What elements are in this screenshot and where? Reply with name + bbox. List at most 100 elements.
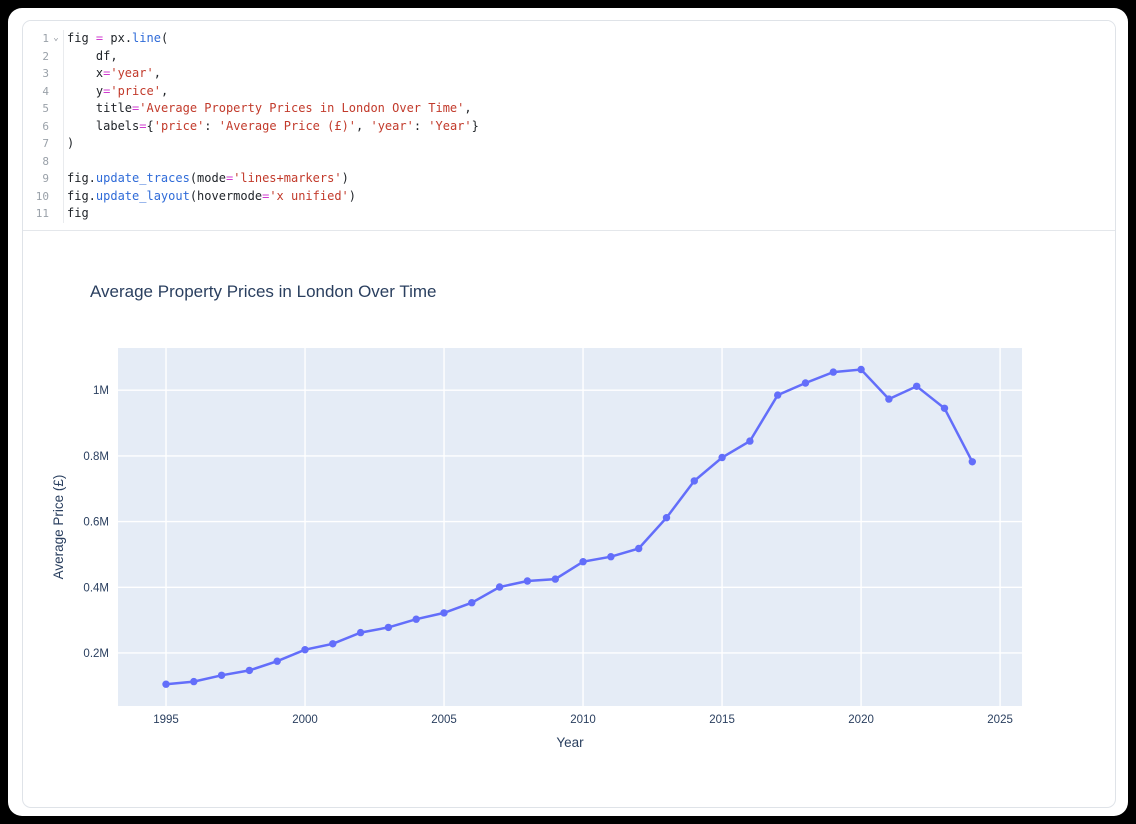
code-token: : bbox=[413, 118, 429, 133]
code-text: fig bbox=[64, 205, 89, 223]
y-tick-label: 1M bbox=[93, 385, 109, 397]
data-point-marker[interactable] bbox=[273, 657, 281, 665]
fold-chevron-icon[interactable]: ⌄ bbox=[53, 33, 59, 43]
data-point-marker[interactable] bbox=[440, 609, 448, 617]
data-point-marker[interactable] bbox=[217, 671, 226, 679]
data-point-marker[interactable] bbox=[412, 615, 420, 623]
code-text: df, bbox=[64, 48, 118, 66]
code-token: 'year' bbox=[110, 66, 154, 80]
x-axis-tick-labels: 1995 2000 2005 2010 2015 2020 2025 bbox=[153, 714, 1013, 726]
price-trace-line[interactable] bbox=[165, 368, 974, 686]
chart-title: Average Property Prices in London Over T… bbox=[90, 282, 436, 301]
code-token: ) bbox=[348, 188, 357, 203]
data-point-marker[interactable] bbox=[468, 599, 476, 607]
data-point-marker[interactable] bbox=[690, 477, 698, 485]
code-text: fig.update_traces(mode='lines+markers') bbox=[64, 170, 349, 188]
data-point-marker[interactable] bbox=[190, 677, 198, 686]
code-text: ) bbox=[64, 135, 74, 153]
code-token: 'Average Property Prices in London Over … bbox=[139, 101, 465, 115]
code-token: 'price' bbox=[153, 118, 205, 133]
y-axis-title: Average Price (£) bbox=[51, 475, 66, 580]
line-number: 8 bbox=[42, 154, 49, 168]
line-number: 11 bbox=[35, 207, 49, 220]
code-line[interactable]: 9 fig.update_traces(mode='lines+markers') bbox=[23, 170, 1115, 188]
data-point-marker[interactable] bbox=[635, 544, 643, 553]
code-text: title='Average Property Prices in London… bbox=[64, 100, 472, 118]
horizontal-gridlines bbox=[118, 389, 1022, 654]
code-token: 'price' bbox=[110, 83, 161, 98]
line-number: 7 bbox=[42, 137, 49, 150]
x-tick-label: 2025 bbox=[987, 714, 1013, 726]
code-token: , bbox=[153, 66, 161, 80]
data-point-marker[interactable] bbox=[162, 680, 170, 688]
price-trace-markers[interactable] bbox=[162, 365, 976, 688]
data-point-marker[interactable] bbox=[829, 368, 837, 376]
data-point-marker[interactable] bbox=[857, 365, 865, 374]
data-point-marker[interactable] bbox=[523, 577, 532, 585]
code-line[interactable]: 3 x='year', bbox=[23, 65, 1115, 83]
code-line[interactable]: 2 df, bbox=[23, 47, 1115, 66]
code-line[interactable]: 1 ⌄ fig = px.line( bbox=[23, 30, 1115, 48]
code-line[interactable]: 8 bbox=[23, 152, 1115, 170]
x-axis-title: Year bbox=[556, 735, 584, 750]
y-tick-label: 0.2M bbox=[83, 648, 109, 660]
line-number: 5 bbox=[42, 102, 49, 115]
code-token: , bbox=[160, 83, 169, 98]
code-token: (mode bbox=[189, 171, 226, 185]
data-point-marker[interactable] bbox=[301, 646, 309, 654]
line-number: 10 bbox=[35, 189, 49, 203]
data-point-marker[interactable] bbox=[968, 458, 976, 466]
data-point-marker[interactable] bbox=[329, 640, 337, 648]
code-line[interactable]: 4 y='price', bbox=[23, 82, 1115, 100]
code-text: fig.update_layout(hovermode='x unified') bbox=[64, 188, 356, 206]
data-point-marker[interactable] bbox=[801, 379, 810, 387]
code-token: title bbox=[67, 101, 133, 115]
code-token: 'x unified' bbox=[269, 188, 349, 203]
code-token: 'lines+markers' bbox=[233, 171, 342, 185]
code-token: (hovermode bbox=[189, 188, 263, 203]
code-token: = bbox=[132, 101, 140, 115]
data-point-marker[interactable] bbox=[356, 628, 365, 637]
code-token: = bbox=[139, 118, 147, 133]
data-point-marker[interactable] bbox=[662, 514, 671, 522]
code-token: = bbox=[103, 66, 111, 80]
x-tick-label: 2015 bbox=[709, 714, 735, 726]
code-token: = bbox=[262, 188, 270, 203]
vertical-gridlines bbox=[165, 348, 1001, 706]
data-point-marker[interactable] bbox=[607, 553, 615, 561]
data-point-marker[interactable] bbox=[940, 404, 949, 412]
data-point-marker[interactable] bbox=[495, 583, 504, 591]
data-point-marker[interactable] bbox=[718, 453, 726, 462]
plot-area[interactable] bbox=[118, 348, 1022, 706]
line-number: 2 bbox=[42, 49, 49, 63]
notebook-cell: Average Property Prices in London Over T… bbox=[22, 20, 1116, 808]
code-token: update_layout bbox=[95, 188, 190, 203]
x-tick-label: 2000 bbox=[292, 714, 318, 726]
code-token: fig bbox=[67, 206, 89, 220]
data-point-marker[interactable] bbox=[384, 623, 393, 632]
code-line[interactable]: 11 fig bbox=[23, 205, 1115, 223]
line-number: 6 bbox=[42, 119, 49, 133]
data-point-marker[interactable] bbox=[885, 395, 893, 403]
line-number: 3 bbox=[42, 67, 49, 80]
code-line[interactable]: 6 labels={'price': 'Average Price (£)', … bbox=[23, 117, 1115, 136]
code-line[interactable]: 5 title='Average Property Prices in Lond… bbox=[23, 100, 1115, 118]
data-point-marker[interactable] bbox=[551, 575, 559, 583]
y-tick-label: 0.6M bbox=[83, 517, 109, 529]
code-token: fig. bbox=[67, 188, 96, 203]
code-line[interactable]: 7) bbox=[23, 135, 1115, 153]
data-point-marker[interactable] bbox=[746, 437, 754, 445]
code-text: labels={'price': 'Average Price (£)', 'y… bbox=[64, 118, 479, 136]
line-number: 1 bbox=[42, 32, 49, 45]
data-point-marker[interactable] bbox=[579, 558, 587, 566]
data-point-marker[interactable] bbox=[245, 666, 254, 675]
data-point-marker[interactable] bbox=[774, 391, 782, 399]
code-token: ) bbox=[67, 136, 75, 150]
code-token: : bbox=[204, 118, 219, 133]
notebook-page: Average Property Prices in London Over T… bbox=[8, 8, 1128, 816]
code-token: y bbox=[67, 83, 104, 98]
data-point-marker[interactable] bbox=[913, 382, 921, 390]
code-line[interactable]: 10 fig.update_layout(hovermode='x unified… bbox=[23, 187, 1115, 206]
code-editor[interactable]: 1 ⌄ fig = px.line(2 df, 3 x='year', 4 y='pri… bbox=[23, 21, 1115, 231]
code-token: { bbox=[146, 118, 154, 133]
